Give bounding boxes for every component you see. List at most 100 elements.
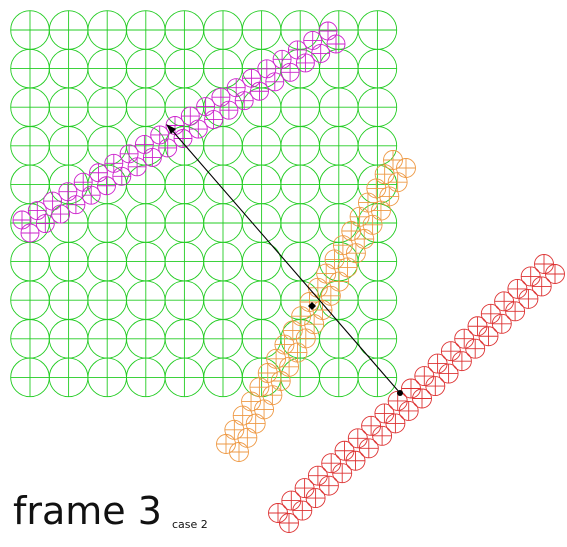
band-circle bbox=[266, 348, 287, 369]
grid-circle bbox=[319, 87, 359, 127]
grid-circle bbox=[10, 48, 50, 89]
grid-circle bbox=[164, 10, 205, 50]
grid-circle bbox=[203, 280, 243, 320]
band-circle bbox=[58, 182, 78, 202]
band-circle bbox=[291, 306, 312, 327]
orange-band bbox=[216, 150, 416, 462]
band-circle bbox=[534, 254, 554, 274]
band-circle bbox=[287, 40, 307, 60]
grid-circle bbox=[48, 48, 89, 89]
band-circle bbox=[332, 463, 353, 484]
grid-circle bbox=[319, 10, 359, 50]
grid-circle bbox=[87, 87, 127, 127]
band-circle bbox=[396, 158, 416, 178]
band-circle bbox=[287, 342, 308, 363]
band-circle bbox=[387, 172, 408, 193]
band-circle bbox=[374, 403, 395, 424]
band-circle bbox=[204, 110, 224, 130]
grid-circle bbox=[203, 164, 243, 205]
band-circle bbox=[454, 328, 475, 349]
grid-circle bbox=[164, 48, 205, 89]
grid-circle bbox=[357, 48, 398, 89]
grid-circle bbox=[164, 319, 205, 359]
band-circle bbox=[358, 192, 378, 213]
band-circle bbox=[237, 427, 258, 448]
band-circle bbox=[311, 44, 331, 63]
arrow-mid-diamond bbox=[308, 302, 316, 310]
grid-circle bbox=[357, 319, 398, 359]
grid-circle bbox=[48, 319, 89, 359]
band-circle bbox=[81, 185, 101, 205]
band-circle bbox=[341, 221, 362, 241]
band-circle bbox=[379, 186, 400, 207]
grid-circle bbox=[10, 280, 50, 320]
grid-circle bbox=[280, 10, 320, 50]
band-circle bbox=[465, 338, 486, 359]
band-circle bbox=[279, 513, 299, 533]
band-circle bbox=[279, 356, 300, 377]
band-circle bbox=[97, 176, 116, 196]
band-circle bbox=[385, 413, 406, 434]
band-circle bbox=[438, 363, 459, 384]
band-circle bbox=[326, 34, 346, 54]
band-circle bbox=[242, 68, 261, 88]
band-circle bbox=[196, 97, 216, 117]
band-circle bbox=[545, 264, 565, 284]
grid-circle bbox=[87, 48, 127, 89]
band-circle bbox=[451, 351, 472, 372]
grid-circle bbox=[203, 241, 243, 282]
band-circle bbox=[374, 164, 395, 185]
grid-circle bbox=[10, 126, 50, 166]
magenta-band bbox=[12, 21, 346, 243]
grid-circle bbox=[48, 357, 89, 398]
band-circle bbox=[216, 434, 236, 454]
grid-circle bbox=[126, 48, 166, 89]
band-circle bbox=[12, 210, 32, 230]
band-circle bbox=[337, 257, 358, 278]
band-circle bbox=[505, 301, 526, 322]
band-circle bbox=[362, 214, 383, 235]
band-circle bbox=[270, 371, 291, 391]
band-circle bbox=[480, 303, 501, 324]
band-circle bbox=[224, 419, 245, 440]
band-circle bbox=[320, 285, 341, 306]
band-circle bbox=[188, 119, 208, 139]
grid-circle bbox=[126, 164, 166, 205]
green-grid bbox=[10, 10, 398, 398]
grid-circle bbox=[48, 10, 89, 50]
grid-circle bbox=[10, 87, 50, 127]
grid-circle bbox=[87, 319, 127, 359]
band-circle bbox=[134, 134, 154, 154]
grid-circle bbox=[241, 126, 282, 166]
grid-circle bbox=[164, 280, 205, 320]
band-circle bbox=[229, 442, 249, 462]
band-circle bbox=[127, 157, 147, 177]
band-circle bbox=[51, 204, 71, 224]
band-circle bbox=[112, 166, 132, 186]
band-circle bbox=[27, 201, 47, 221]
band-circle bbox=[366, 178, 387, 199]
grid-circle bbox=[48, 126, 89, 166]
grid-circle bbox=[126, 203, 166, 243]
band-circle bbox=[383, 150, 403, 170]
band-circle bbox=[158, 138, 178, 158]
band-circle bbox=[318, 475, 339, 496]
grid-circle bbox=[203, 10, 243, 50]
grid-circle bbox=[357, 357, 398, 398]
band-circle bbox=[265, 72, 285, 92]
band-circle bbox=[307, 277, 328, 298]
grid-circle bbox=[87, 280, 127, 320]
grid-circle bbox=[203, 126, 243, 166]
band-circle bbox=[361, 415, 382, 436]
grid-circle bbox=[319, 48, 359, 89]
grid-circle bbox=[10, 241, 50, 282]
band-circle bbox=[262, 385, 283, 406]
band-circle bbox=[345, 243, 366, 264]
band-circle bbox=[119, 144, 139, 164]
band-circle bbox=[321, 453, 342, 474]
band-circle bbox=[282, 320, 303, 341]
grid-circle bbox=[87, 357, 127, 398]
band-circle bbox=[226, 78, 246, 98]
band-circle bbox=[371, 200, 391, 221]
